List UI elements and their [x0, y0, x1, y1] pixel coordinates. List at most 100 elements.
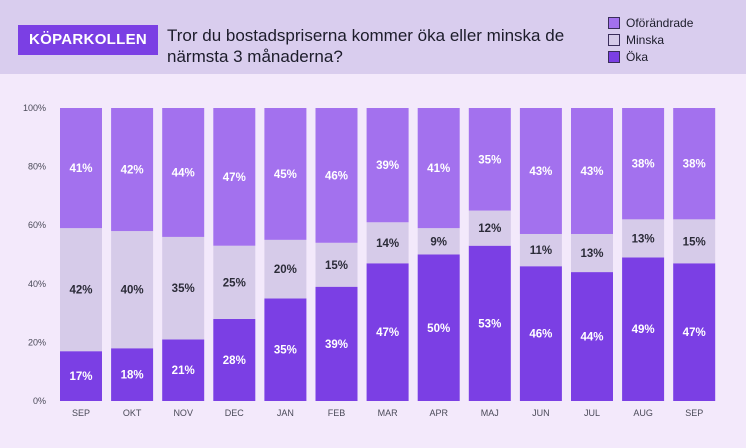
bar-segment-minska [366, 222, 409, 264]
bar-segment-minska [468, 210, 511, 246]
chart-title: Tror du bostadspriserna kommer öka eller… [167, 26, 565, 66]
legend-swatch-oforandrade [608, 16, 620, 29]
data-label: 13% [632, 233, 655, 245]
bar-segment-minska [622, 219, 665, 258]
bar-segment--ka [519, 266, 562, 401]
x-tick-label: SEP [72, 408, 90, 418]
x-tick-label: JUN [532, 408, 550, 418]
data-label: 41% [427, 163, 450, 175]
data-label: 39% [325, 339, 348, 351]
data-label: 53% [478, 318, 501, 330]
data-label: 28% [223, 355, 246, 367]
y-tick-label: 20% [28, 337, 46, 347]
legend-swatch-oka [608, 50, 620, 63]
data-label: 9% [430, 236, 447, 248]
bar-segment-of-r-ndrade [673, 108, 716, 220]
legend-label-oka: Öka [626, 49, 649, 64]
bar-segment--ka [213, 318, 256, 401]
bar-segment-of-r-ndrade [111, 108, 154, 232]
data-label: 46% [325, 170, 348, 182]
data-label: 21% [172, 365, 195, 377]
data-label: 46% [529, 329, 552, 341]
data-label: 18% [121, 370, 144, 382]
legend: Oförändrade Minska Öka [608, 14, 693, 65]
legend-label-minska: Minska [626, 32, 665, 47]
y-tick-label: 0% [33, 396, 46, 406]
bar-segment-of-r-ndrade [519, 108, 562, 234]
bar-segment-of-r-ndrade [213, 108, 256, 246]
data-label: 47% [683, 327, 706, 339]
data-label: 47% [223, 172, 246, 184]
bar-segment-of-r-ndrade [417, 108, 460, 229]
x-tick-label: OKT [123, 408, 142, 418]
bar-segment--ka [673, 263, 716, 401]
data-label: 17% [69, 371, 92, 383]
x-tick-label: FEB [328, 408, 346, 418]
bar-segment--ka [315, 286, 358, 401]
x-tick-label: AUG [633, 408, 653, 418]
bar-segment-minska [264, 239, 307, 299]
bar-segment--ka [162, 339, 205, 401]
bar-segment--ka [366, 263, 409, 401]
legend-label-oforandrade: Oförändrade [626, 15, 694, 30]
bar-segment--ka [468, 245, 511, 401]
data-label: 50% [427, 323, 450, 335]
bar-segment-of-r-ndrade [571, 108, 613, 234]
legend-item-oka: Öka [608, 48, 693, 65]
bar-segment-of-r-ndrade [468, 108, 511, 211]
brand-badge: KÖPARKOLLEN [18, 25, 159, 55]
bar-segment-of-r-ndrade [622, 108, 665, 220]
y-tick-label: 100% [23, 103, 46, 113]
data-label: 25% [223, 277, 246, 289]
y-tick-label: 60% [28, 220, 46, 230]
x-tick-label: MAR [378, 408, 399, 418]
data-label: 40% [121, 285, 144, 297]
header: KÖPARKOLLEN Tror du bostadspriserna komm… [0, 0, 746, 74]
data-label: 15% [683, 236, 706, 248]
bar-segment--ka [417, 254, 460, 401]
legend-swatch-minska [608, 33, 620, 46]
bar-segment--ka [264, 298, 307, 401]
bar-segment-of-r-ndrade [162, 108, 205, 237]
legend-item-oforandrade: Oförändrade [608, 14, 693, 31]
x-tick-label: APR [429, 408, 448, 418]
data-label: 20% [274, 264, 297, 276]
y-tick-label: 80% [28, 162, 46, 172]
data-label: 44% [580, 332, 603, 344]
data-label: 11% [530, 245, 552, 257]
bar-segment--ka [111, 348, 154, 401]
data-label: 45% [274, 169, 297, 181]
data-label: 38% [683, 159, 706, 171]
legend-item-minska: Minska [608, 31, 693, 48]
bar-segment-minska [60, 228, 102, 352]
y-tick-label: 40% [28, 279, 46, 289]
data-label: 49% [632, 324, 655, 336]
bar-segment-minska [673, 219, 716, 264]
data-label: 44% [172, 167, 195, 179]
x-tick-label: MAJ [481, 408, 499, 418]
data-label: 12% [478, 223, 501, 235]
data-label: 41% [69, 163, 92, 175]
data-label: 43% [529, 166, 552, 178]
x-tick-label: NOV [173, 408, 193, 418]
data-label: 39% [376, 160, 399, 172]
data-label: 38% [632, 159, 655, 171]
bar-segment-of-r-ndrade [264, 108, 307, 240]
bar-segment-minska [571, 233, 613, 273]
bar-segment--ka [60, 351, 102, 401]
data-label: 13% [580, 248, 603, 260]
data-label: 42% [121, 165, 144, 177]
data-label: 47% [376, 327, 399, 339]
bar-segment--ka [622, 257, 665, 401]
data-label: 35% [274, 345, 297, 357]
data-label: 35% [172, 283, 195, 295]
bar-segment-minska [162, 236, 205, 340]
data-label: 43% [580, 166, 603, 178]
bar-segment-of-r-ndrade [366, 108, 409, 223]
x-tick-label: JAN [277, 408, 294, 418]
bar-segment-minska [213, 245, 256, 319]
bar-segment-minska [519, 233, 562, 267]
x-tick-label: DEC [225, 408, 245, 418]
data-label: 35% [478, 154, 501, 166]
data-label: 42% [69, 285, 92, 297]
